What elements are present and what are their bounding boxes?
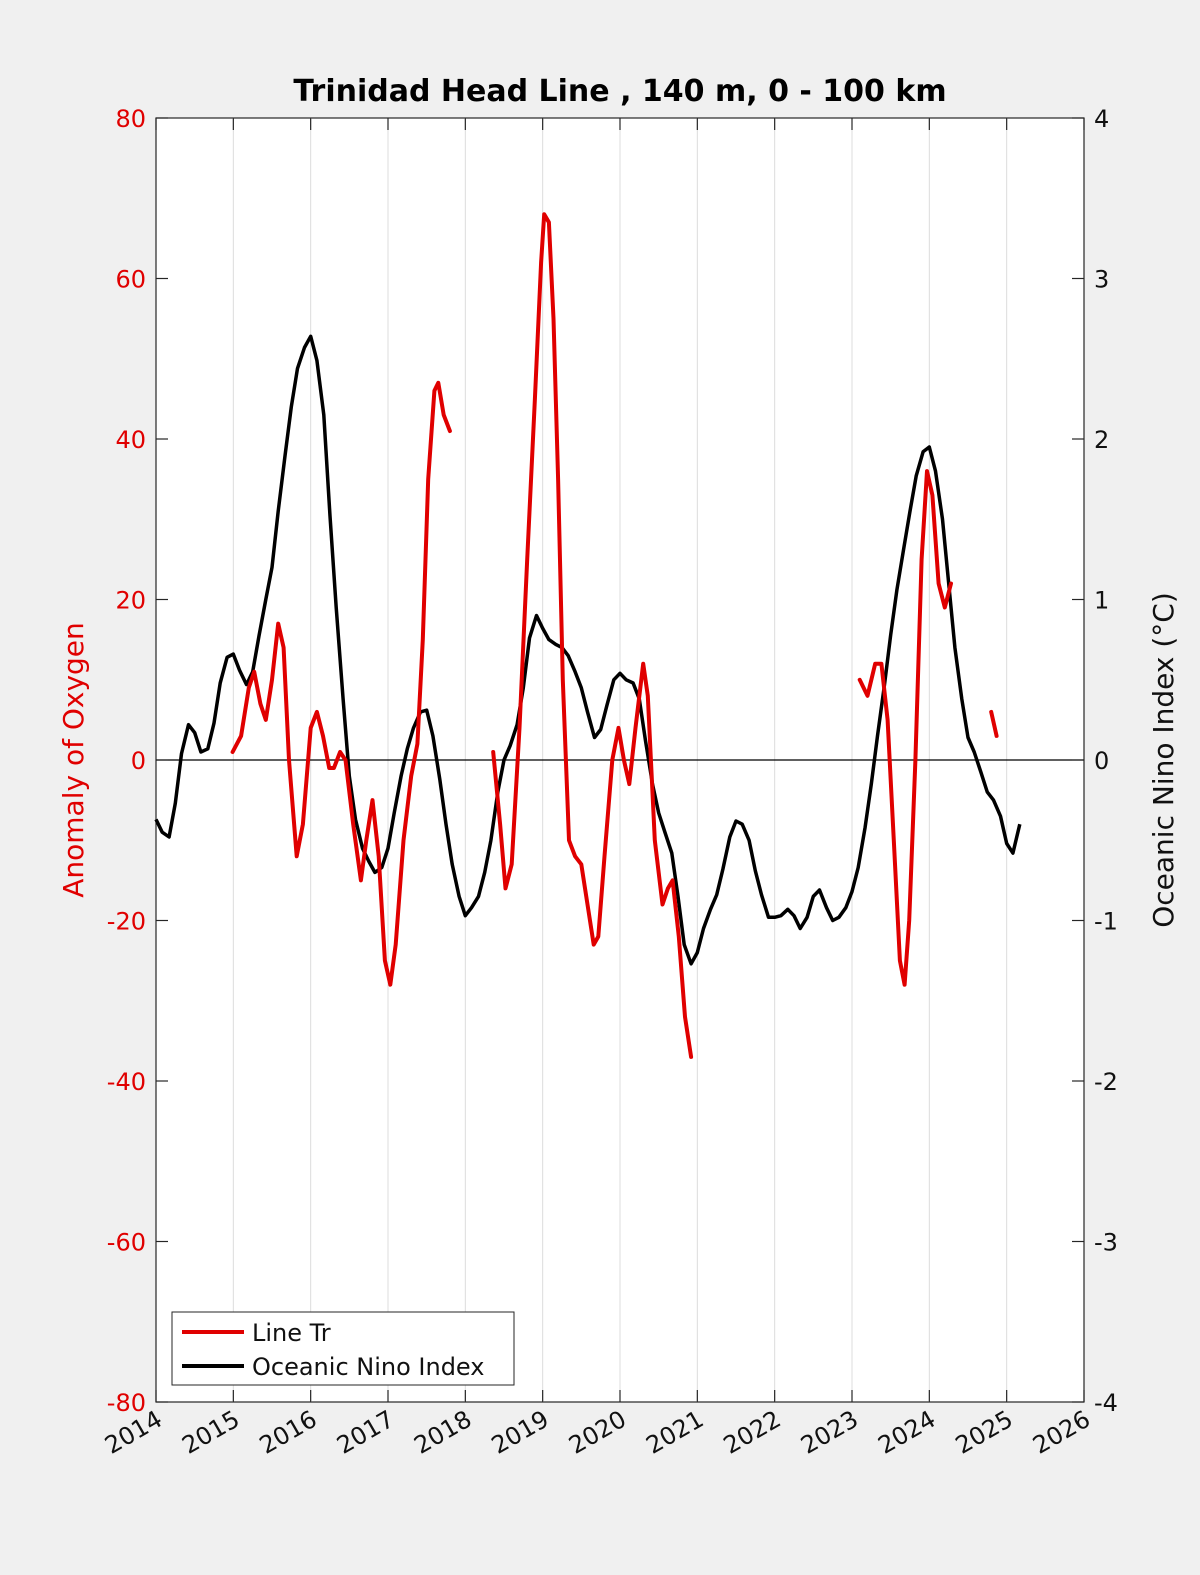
left-tick-label: 20 [115,587,146,615]
left-tick-label: 0 [131,747,146,775]
x-tick-label: 2023 [796,1405,863,1460]
x-tick-label: 2019 [487,1405,554,1460]
right-tick-label: 2 [1094,426,1109,454]
series-line-line-tr-segment-4 [989,709,999,738]
left-axis-label: Anomaly of Oxygen [57,622,90,898]
x-tick-label: 2024 [873,1405,940,1460]
left-tick-label: -80 [107,1389,146,1417]
right-tick-label: -4 [1094,1389,1118,1417]
x-tick-label: 2021 [641,1405,708,1460]
right-tick-label: -1 [1094,908,1118,936]
x-tick-label: 2025 [951,1405,1018,1460]
x-tick-label: 2018 [409,1405,476,1460]
series-line-line-tr-segment-3 [857,469,953,987]
left-tick-label: 80 [115,105,146,133]
right-tick-label: 4 [1094,105,1109,133]
x-tick-label: 2020 [564,1405,631,1460]
left-tick-label: -20 [107,908,146,936]
right-axis-label: Oceanic Nino Index (°C) [1147,592,1180,928]
right-tick-label: 1 [1094,587,1109,615]
x-tick-label: 2026 [1028,1405,1095,1460]
left-tick-label: 60 [115,266,146,294]
chart-title: Trinidad Head Line , 140 m, 0 - 100 km [293,74,946,109]
right-tick-label: -3 [1094,1229,1118,1257]
x-tick-label: 2015 [177,1405,244,1460]
right-tick-label: 3 [1094,266,1109,294]
left-tick-label: 40 [115,426,146,454]
right-tick-label: 0 [1094,747,1109,775]
x-tick-label: 2016 [255,1405,322,1460]
legend: Line Tr Oceanic Nino Index [171,1311,515,1386]
legend-label-line-tr: Line Tr [252,1319,331,1347]
series-line-line-tr-segment-2 [491,212,694,1059]
series-line-line-tr-segment-1 [230,380,452,987]
x-tick-label: 2022 [719,1405,786,1460]
x-tick-label: 2017 [332,1405,399,1460]
left-tick-label: -40 [107,1068,146,1096]
left-tick-label: -60 [107,1229,146,1257]
series-line-oceanic-nino-index [154,334,1022,966]
legend-box [171,1311,515,1386]
series-group [154,212,1022,1059]
legend-label-oni: Oceanic Nino Index [252,1353,484,1381]
right-tick-label: -2 [1094,1068,1118,1096]
